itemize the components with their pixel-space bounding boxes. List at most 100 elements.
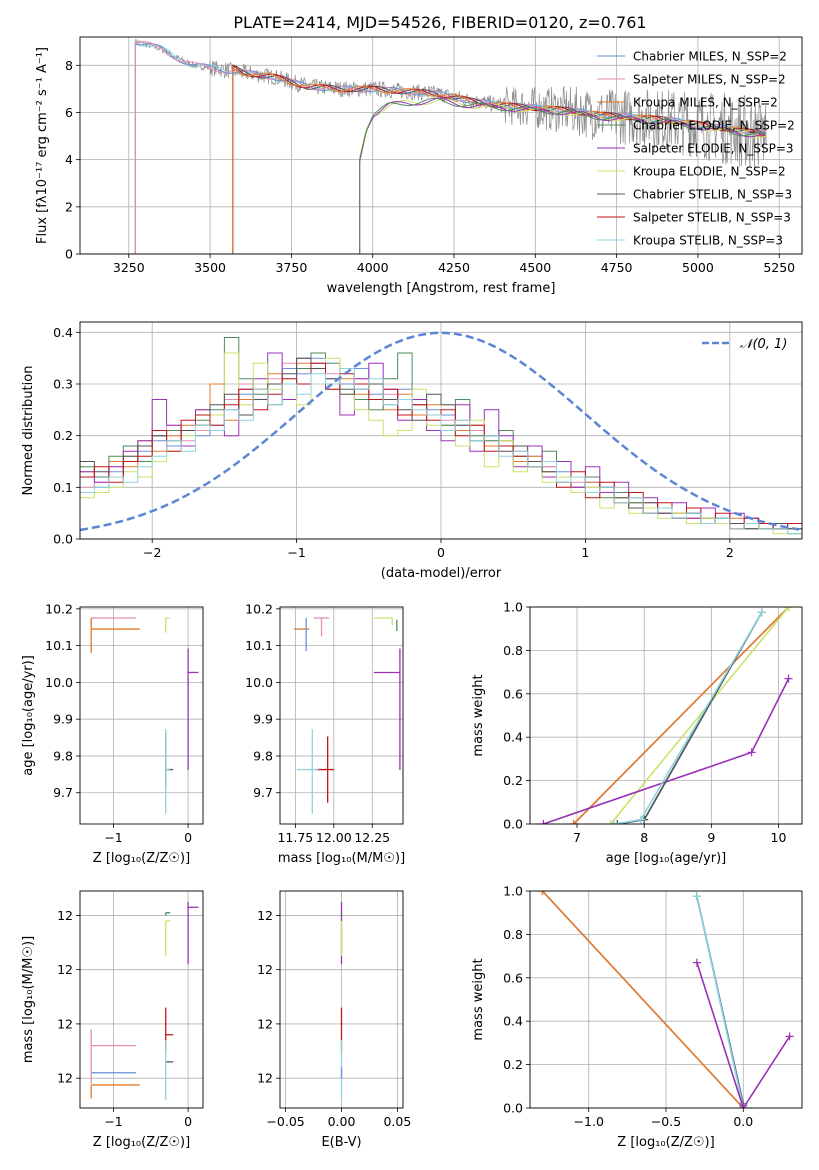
y-tick-label: 0.4 [53, 325, 73, 340]
x-tick-label: 2 [726, 545, 734, 560]
x-tick-label: 0 [184, 1114, 192, 1129]
y-axis-label: mass weight [471, 674, 486, 756]
x-tick-label: −1 [104, 1114, 122, 1129]
x-tick-label: −0.05 [266, 1114, 304, 1129]
legend-label: Chabrier ELODIE, N_SSP=2 [633, 119, 795, 133]
y-tick-label: 0.3 [53, 377, 73, 392]
x-tick-label: 4500 [519, 260, 551, 275]
x-tick-label: 0 [437, 545, 445, 560]
y-tick-label: 0.0 [503, 817, 523, 832]
weight-marker [692, 892, 701, 901]
y-tick-label: 10.2 [45, 601, 73, 616]
legend-label: Chabrier MILES, N_SSP=2 [633, 50, 787, 64]
x-tick-label: 4750 [601, 260, 633, 275]
y-tick-label: 12 [257, 908, 273, 923]
x-axis-label: (data-model)/error [381, 566, 502, 581]
y-tick-label: 0 [65, 247, 73, 262]
y-tick-label: 10.1 [245, 638, 273, 653]
model-curve-kroupa_stelib [80, 41, 766, 254]
y-tick-label: 0.8 [503, 643, 523, 658]
plot-area [538, 891, 794, 1108]
x-tick-label: 5250 [763, 260, 795, 275]
x-tick-label: 3500 [194, 260, 226, 275]
panel-weight_vs_age: 7 8 9 10 0.0 0.2 0.4 0.6 0.8 1.0 age [log₁₀(age/yr… [471, 600, 803, 866]
weight-line-kroupa_elodie [609, 607, 790, 824]
y-tick-label: 12 [257, 1016, 273, 1031]
weight-marker [739, 1104, 748, 1108]
x-tick-label: 1 [581, 545, 589, 560]
x-tick-label: −1 [104, 830, 122, 845]
weight-line-kroupa_miles [573, 607, 790, 824]
weight-line-salpeter_elodie [696, 962, 791, 1108]
x-tick-label: −2 [143, 545, 161, 560]
y-tick-label: 9.8 [53, 748, 73, 763]
y-tick-label: 10.1 [45, 638, 73, 653]
panel-mass_vs_ebv: −0.05 0.00 0.05 12 12 12 12 E(B-V) [257, 890, 411, 1150]
weight-marker [613, 820, 622, 824]
y-tick-label: 2 [65, 199, 73, 214]
y-tick-label: 9.9 [53, 712, 73, 727]
y-tick-label: 12 [57, 962, 73, 977]
y-tick-label: 0.8 [503, 927, 523, 942]
x-tick-label: 3750 [275, 260, 307, 275]
x-tick-label: 8 [640, 830, 648, 845]
x-tick-label: 5000 [682, 260, 714, 275]
y-tick-label: 1.0 [503, 600, 523, 615]
axes-frame [79, 36, 803, 255]
y-tick-label: 12 [57, 908, 73, 923]
y-tick-label: 12 [57, 1016, 73, 1031]
weight-marker [636, 815, 645, 824]
x-tick-label: −0.5 [651, 1114, 681, 1129]
x-tick-label: 0.05 [383, 1114, 411, 1129]
x-tick-label: 0 [184, 830, 192, 845]
y-tick-label: 1.0 [503, 884, 523, 899]
y-tick-label: 12 [257, 1071, 273, 1086]
axes-frame [279, 890, 404, 1109]
weight-marker [539, 820, 548, 824]
x-tick-label: 0.00 [328, 1114, 356, 1129]
y-tick-label: 0.6 [503, 970, 523, 985]
weight-marker [784, 674, 793, 683]
y-axis-label: mass weight [471, 958, 486, 1040]
y-tick-label: 12 [57, 1071, 73, 1086]
y-tick-label: 0.0 [503, 1101, 523, 1116]
y-axis-label: mass [log₁₀(M/M☉)] [21, 936, 36, 1063]
y-tick-label: 9.7 [253, 785, 273, 800]
x-tick-label: −1 [287, 545, 305, 560]
panel-residuals: −2 −1 0 1 2 0.0 0.1 0.2 0.3 0.4 (data-model)/error… [21, 321, 803, 581]
y-tick-label: 4 [65, 152, 73, 167]
x-axis-label: Z [log₁₀(Z/Z☉)] [617, 1135, 714, 1150]
legend-label: Chabrier STELIB, N_SSP=3 [633, 188, 792, 202]
panel-age_vs_mass: 11.75 12.00 12.25 9.7 9.8 9.9 10.0 10.1 10.2 mass… [245, 601, 405, 866]
x-tick-label: 4000 [357, 260, 389, 275]
panel-weight_vs_z: −1.0 −0.5 0.0 0.0 0.2 0.4 0.6 0.8 1.0 Z [log₁₀(Z/… [471, 884, 803, 1150]
x-tick-label: 12.25 [354, 830, 390, 845]
weight-line-kroupa_stelib [696, 896, 745, 1108]
axes-frame [529, 606, 803, 825]
weight-line-kroupa_miles [541, 891, 744, 1108]
model-curve-salpeter_stelib [80, 64, 766, 254]
legend-label: Kroupa STELIB, N_SSP=3 [633, 234, 783, 248]
x-tick-label: 3250 [113, 260, 145, 275]
y-tick-label: 12 [257, 962, 273, 977]
histogram-kroupa_stelib [80, 368, 802, 535]
y-tick-label: 0.2 [53, 428, 73, 443]
panel-age_vs_z: −1 0 9.7 9.8 9.9 10.0 10.1 10.2 Z [log₁₀(Z/Z☉)] a… [21, 601, 204, 866]
panel-mass_vs_z: −1 0 12 12 12 12 Z [log₁₀(Z/Z☉)] mass [log₁₀(M/… [21, 890, 204, 1150]
axes-frame [279, 606, 404, 825]
plot-area [293, 617, 401, 814]
panel-spectrum: 3250 3500 3750 4000 4250 4500 4750 5000 5250 0 2 4 6… [35, 36, 803, 296]
x-axis-label: Z [log₁₀(Z/Z☉)] [93, 1135, 190, 1150]
axes-frame [79, 321, 803, 540]
weight-marker [538, 891, 547, 895]
legend-label: Salpeter ELODIE, N_SSP=3 [633, 142, 794, 156]
y-tick-label: 0.4 [503, 730, 523, 745]
legend-label: Kroupa MILES, N_SSP=2 [633, 96, 778, 110]
weight-line-chabrier_miles [617, 612, 763, 824]
x-tick-label: 0.0 [733, 1114, 753, 1129]
plot-area [80, 331, 802, 535]
y-axis-label: age [log₁₀(age/yr)] [21, 655, 36, 776]
x-axis-label: mass [log₁₀(M/M☉)] [278, 851, 405, 866]
y-tick-label: 9.8 [253, 748, 273, 763]
